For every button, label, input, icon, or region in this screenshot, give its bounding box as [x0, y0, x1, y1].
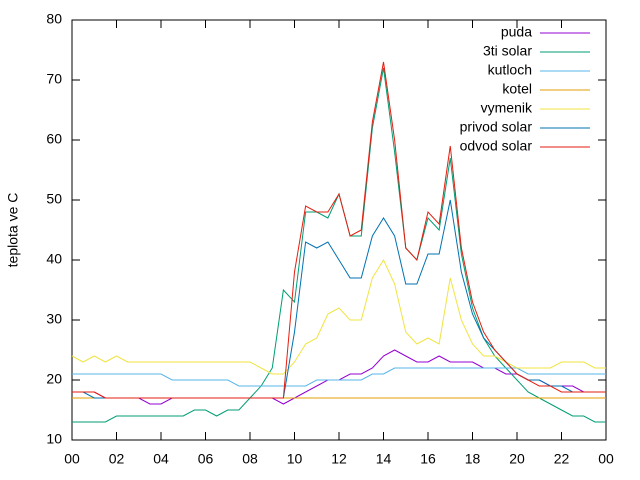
x-tick-label: 18 — [465, 451, 481, 467]
x-tick-label: 22 — [554, 451, 570, 467]
legend-label: 3ti solar — [483, 43, 532, 59]
x-tick-label: 14 — [376, 451, 392, 467]
y-axis-label: teplota ve C — [5, 193, 21, 268]
legend-label: odvod solar — [460, 138, 533, 154]
x-tick-label: 20 — [509, 451, 525, 467]
legend-label: kutloch — [488, 62, 532, 78]
x-tick-label: 06 — [198, 451, 214, 467]
x-tick-label: 16 — [420, 451, 436, 467]
x-tick-label: 04 — [153, 451, 169, 467]
legend-label: puda — [501, 24, 532, 40]
x-tick-label: 00 — [64, 451, 80, 467]
y-tick-label: 10 — [46, 431, 62, 447]
x-tick-label: 00 — [598, 451, 614, 467]
series-line — [71, 258, 606, 375]
y-tick-label: 40 — [46, 251, 62, 267]
legend-label: privod solar — [460, 119, 533, 135]
y-tick-label: 80 — [46, 11, 62, 27]
y-tick-label: 20 — [46, 371, 62, 387]
series-line — [72, 367, 606, 387]
plot-border — [71, 19, 607, 441]
series-line — [72, 61, 606, 399]
legend-label: vymenik — [481, 100, 533, 116]
y-tick-label: 70 — [46, 71, 62, 87]
legend-label: kotel — [502, 81, 532, 97]
x-tick-label: 02 — [109, 451, 125, 467]
y-tick-label: 60 — [46, 131, 62, 147]
x-tick-label: 10 — [287, 451, 303, 467]
y-tick-label: 30 — [46, 311, 62, 327]
series-line — [72, 349, 606, 405]
y-tick-label: 50 — [46, 191, 62, 207]
x-tick-label: 12 — [331, 451, 347, 467]
x-tick-label: 08 — [242, 451, 258, 467]
